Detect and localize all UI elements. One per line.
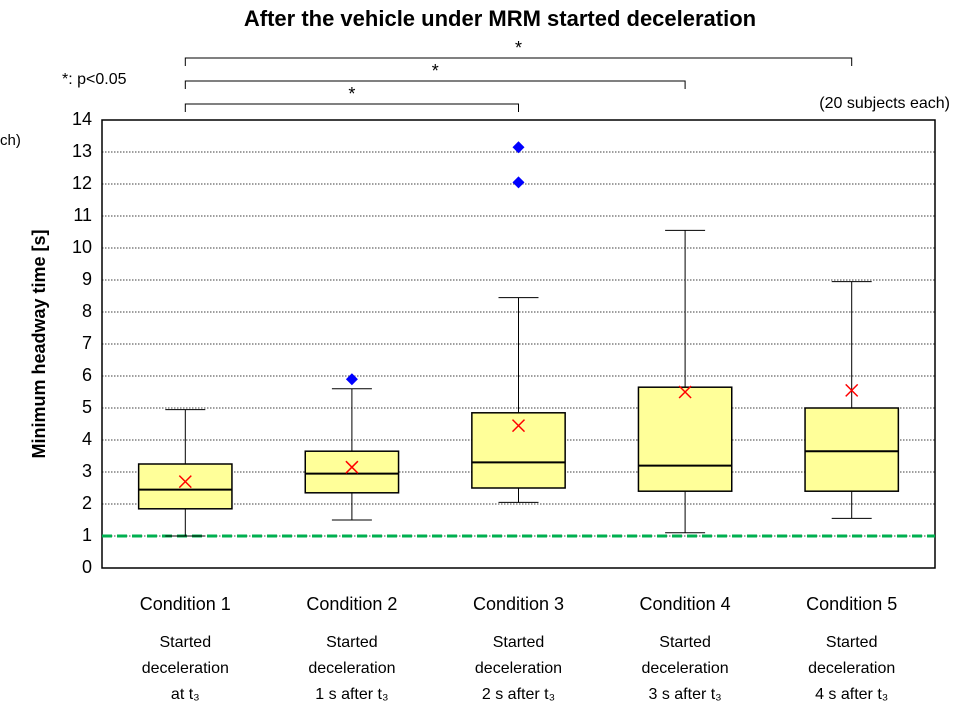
- y-tick-label: 7: [82, 333, 92, 353]
- x-tick-label: Condition 1: [140, 594, 231, 614]
- mean-marker: [345, 460, 359, 474]
- subjects-note: (20 subjects each): [819, 95, 950, 112]
- x-tick-label: Condition 2: [306, 594, 397, 614]
- condition-description: 4 s after t₃: [815, 686, 888, 703]
- y-tick-label: 6: [82, 365, 92, 385]
- condition-description: Started: [493, 634, 545, 651]
- condition-description: 1 s after t₃: [315, 686, 388, 703]
- y-tick-label: 13: [72, 141, 92, 161]
- y-tick-label: 4: [82, 429, 92, 449]
- condition-description: deceleration: [808, 660, 895, 677]
- outlier: [512, 176, 525, 189]
- condition-description: deceleration: [142, 660, 229, 677]
- mean-marker: [178, 475, 192, 489]
- mean-marker: [511, 419, 526, 433]
- outlier: [345, 373, 358, 386]
- plot-frame: [101, 119, 936, 569]
- y-tick-label: 2: [82, 493, 92, 513]
- significance-bracket: [184, 80, 686, 89]
- condition-description: deceleration: [475, 660, 562, 677]
- y-tick-label: 5: [82, 397, 92, 417]
- x-tick-label: Condition 4: [640, 594, 731, 614]
- y-tick-label: 14: [72, 109, 92, 129]
- condition-description: 2 s after t₃: [482, 686, 555, 703]
- condition-description: at t₃: [171, 686, 200, 703]
- significance-bracket: [184, 103, 519, 112]
- condition-description: Started: [826, 634, 878, 651]
- y-tick-label: 1: [82, 525, 92, 545]
- significance-bracket: [184, 57, 853, 66]
- condition-description: 3 s after t₃: [648, 686, 721, 703]
- box: [304, 450, 400, 494]
- box: [471, 412, 566, 489]
- chart-title: After the vehicle under MRM started dece…: [244, 6, 756, 31]
- x-tick-label: Condition 5: [806, 594, 897, 614]
- condition-description: deceleration: [642, 660, 729, 677]
- condition-description: Started: [659, 634, 711, 651]
- condition-description: deceleration: [308, 660, 395, 677]
- box: [637, 386, 733, 492]
- x-tick-label: Condition 3: [473, 594, 564, 614]
- y-tick-label: 10: [72, 237, 92, 257]
- condition-description: Started: [160, 634, 212, 651]
- y-axis-label: Minimum headway time [s]: [29, 229, 49, 458]
- y-tick-label: 3: [82, 461, 92, 481]
- box: [804, 407, 900, 492]
- significance-label: *: [432, 61, 439, 81]
- significance-label: *: [515, 38, 522, 58]
- outlier: [512, 141, 525, 154]
- box: [137, 463, 233, 510]
- y-tick-label: 8: [82, 301, 92, 321]
- mean-marker: [845, 383, 859, 397]
- y-tick-label: 12: [72, 173, 92, 193]
- y-tick-label: 0: [82, 557, 92, 577]
- significance-label: *: [348, 84, 355, 104]
- y-tick-label: 11: [73, 205, 92, 225]
- significance-note: *: p<0.05: [62, 71, 127, 88]
- clipped-text: ch): [0, 132, 21, 149]
- y-tick-label: 9: [82, 269, 92, 289]
- mean-marker: [678, 385, 692, 399]
- condition-description: Started: [326, 634, 378, 651]
